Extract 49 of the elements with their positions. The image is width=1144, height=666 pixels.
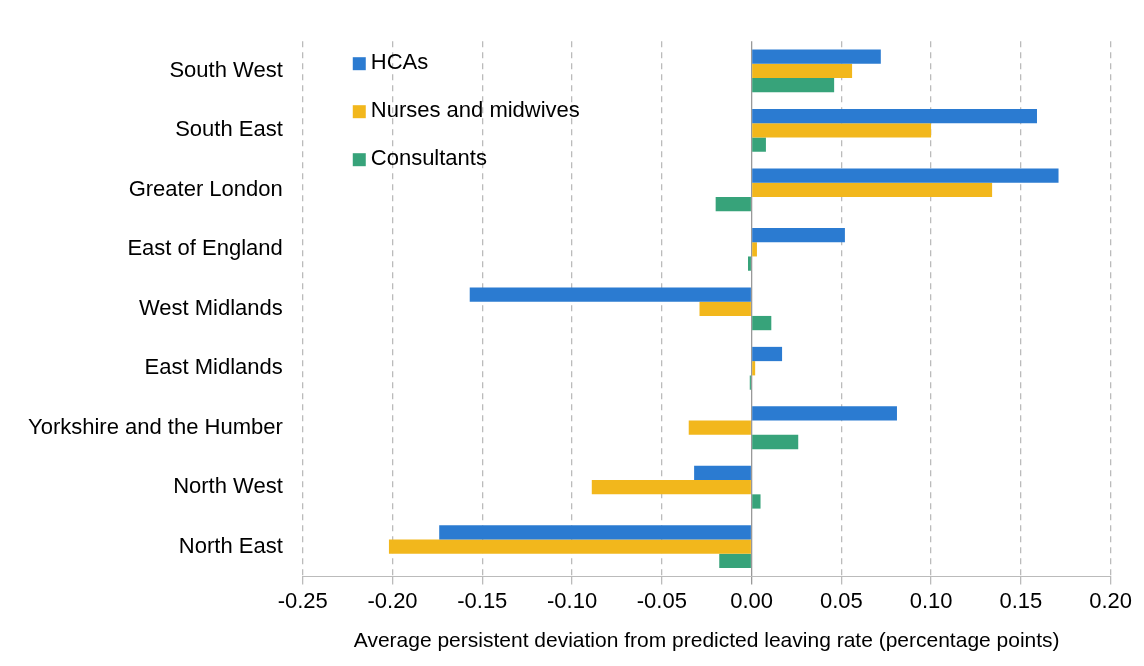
bar [752,361,756,376]
bar [752,182,993,197]
bar [752,406,897,421]
bar [715,197,751,212]
bar [747,256,751,271]
x-tick-label: -0.05 [636,587,687,613]
legend-label: Nurses and midwives [370,97,580,123]
x-tick-label: 0.10 [909,587,953,613]
bar [752,137,766,152]
bar [719,553,751,569]
bar [688,420,751,435]
bar [752,63,853,79]
x-tick-label: 0.05 [819,587,863,613]
bar [591,480,751,495]
bar [752,494,761,509]
x-tick-label: -0.25 [277,587,328,613]
x-tick-label: -0.10 [546,587,598,613]
x-tick-label: -0.20 [367,587,418,613]
bar [752,49,881,64]
bar [752,108,1037,124]
bar [752,168,1059,183]
bar [699,301,751,316]
bar [752,78,835,93]
legend-label: Consultants [370,145,487,171]
x-tick-label: -0.15 [457,587,508,613]
bar [388,539,751,554]
y-tick-label: Yorkshire and the Humber [27,413,283,439]
bar [752,242,757,257]
bar [752,123,932,138]
y-tick-label: North West [173,473,283,499]
bar [752,346,783,362]
x-tick-label: 0.00 [730,587,773,613]
y-tick-label: East Midlands [144,354,283,380]
bar [439,525,751,540]
y-tick-label: South East [175,116,283,142]
y-tick-label: West Midlands [138,294,283,320]
bar [469,287,751,302]
y-tick-label: South West [169,57,283,82]
x-tick-label: 0.20 [1089,587,1132,613]
legend-label: HCAs [370,49,429,75]
bar [752,434,799,450]
x-tick-label: 0.15 [999,587,1043,613]
x-axis-title: Average persistent deviation from predicted leaving rate (percentage points) [353,628,1060,652]
y-tick-label: Greater London [128,175,283,201]
y-tick-label: East of England [127,235,283,261]
bar [694,465,751,481]
bar [752,315,772,331]
bar [752,227,845,243]
y-tick-label: North East [178,532,283,558]
